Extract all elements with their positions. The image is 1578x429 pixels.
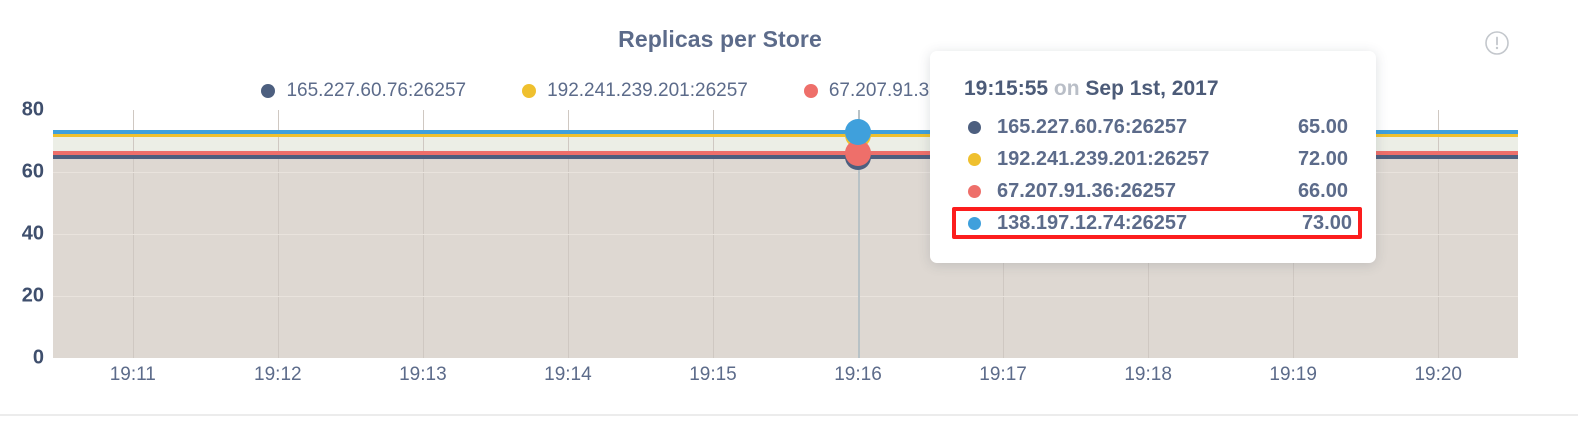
x-axis-tick-label: 19:19 [1269, 364, 1317, 385]
tooltip-row: 165.227.60.76:26257 65.00 [964, 111, 1354, 143]
horizontal-gridline [53, 296, 1518, 297]
series-line [53, 154, 1518, 159]
x-axis-tick-label: 19:14 [544, 364, 592, 385]
x-axis-tick-label: 19:12 [254, 364, 302, 385]
y-axis-tick-label: 40 [21, 222, 44, 245]
hover-tooltip: 19:15:55 on Sep 1st, 2017 165.227.60.76:… [930, 51, 1376, 263]
tooltip-series-name: 67.207.91.36:26257 [997, 179, 1177, 202]
series-line [53, 129, 1518, 134]
tooltip-series-value: 73.00 [1301, 211, 1352, 234]
y-axis-tick-label: 60 [21, 160, 44, 183]
x-axis-tick-label: 19:20 [1414, 364, 1462, 385]
y-axis-tick-label: 20 [21, 284, 44, 307]
x-axis-tick-label: 19:11 [109, 364, 156, 385]
legend-item[interactable]: 165.227.60.76:26257 [261, 80, 466, 102]
horizontal-gridline [53, 172, 1518, 173]
tooltip-row: 138.197.12.74:26257 73.00 [952, 207, 1362, 239]
legend-item[interactable]: 192.241.239.201:26257 [522, 80, 748, 102]
data-point-marker[interactable] [845, 140, 872, 167]
tooltip-row: 192.241.239.201:26257 72.00 [964, 143, 1354, 175]
x-axis-tick-label: 19:13 [399, 364, 447, 385]
tooltip-series-value: 72.00 [1297, 147, 1348, 170]
series-line [53, 132, 1518, 137]
y-axis-tick-label: 80 [21, 98, 44, 121]
x-axis-tick-label: 19:15 [689, 364, 737, 385]
panel-divider [0, 414, 1578, 416]
tooltip-series-dot-icon [968, 216, 981, 230]
tooltip-row: 67.207.91.36:26257 66.00 [964, 175, 1354, 207]
legend-label: 192.241.239.201:26257 [547, 80, 748, 101]
legend-dot-icon [803, 84, 818, 98]
tooltip-series-name: 138.197.12.74:26257 [997, 211, 1188, 234]
legend-label: 165.227.60.76:26257 [286, 80, 467, 101]
tooltip-series-name: 192.241.239.201:26257 [997, 147, 1210, 170]
x-axis-tick-label: 19:16 [834, 364, 882, 385]
tooltip-series-dot-icon [968, 152, 981, 166]
horizontal-gridline [53, 234, 1518, 235]
page-title: Replicas per Store [618, 26, 822, 52]
x-axis-labels: 19:11 19:12 19:13 19:14 19:15 19:16 19:17 19:18… [53, 364, 1518, 394]
tooltip-date: Sep 1st, 2017 [1085, 77, 1219, 100]
tooltip-series-dot-icon [968, 120, 981, 134]
tooltip-series-value: 65.00 [1297, 115, 1348, 138]
exclamation-circle-icon[interactable] [1484, 30, 1510, 56]
tooltip-series-name: 165.227.60.76:26257 [997, 115, 1188, 138]
x-axis-tick-label: 19:18 [1124, 364, 1172, 385]
y-axis-labels: 0 20 40 60 80 [0, 96, 44, 369]
tooltip-series-value: 66.00 [1297, 179, 1348, 202]
legend-dot-icon [261, 84, 276, 98]
legend-dot-icon [522, 84, 537, 98]
tooltip-series-dot-icon [968, 184, 981, 198]
x-axis-tick-label: 19:17 [979, 364, 1027, 385]
y-axis-tick-label: 0 [32, 346, 44, 369]
series-line [53, 151, 1518, 156]
hover-crosshair [858, 110, 861, 358]
tooltip-time: 19:15:55 [964, 77, 1049, 100]
tooltip-series-list: 165.227.60.76:26257 65.00 192.241.239.201:… [952, 111, 1362, 239]
tooltip-on-word: on [1053, 77, 1080, 100]
tooltip-timestamp: 19:15:55 on Sep 1st, 2017 [964, 77, 1354, 101]
data-point-marker[interactable] [845, 118, 872, 145]
